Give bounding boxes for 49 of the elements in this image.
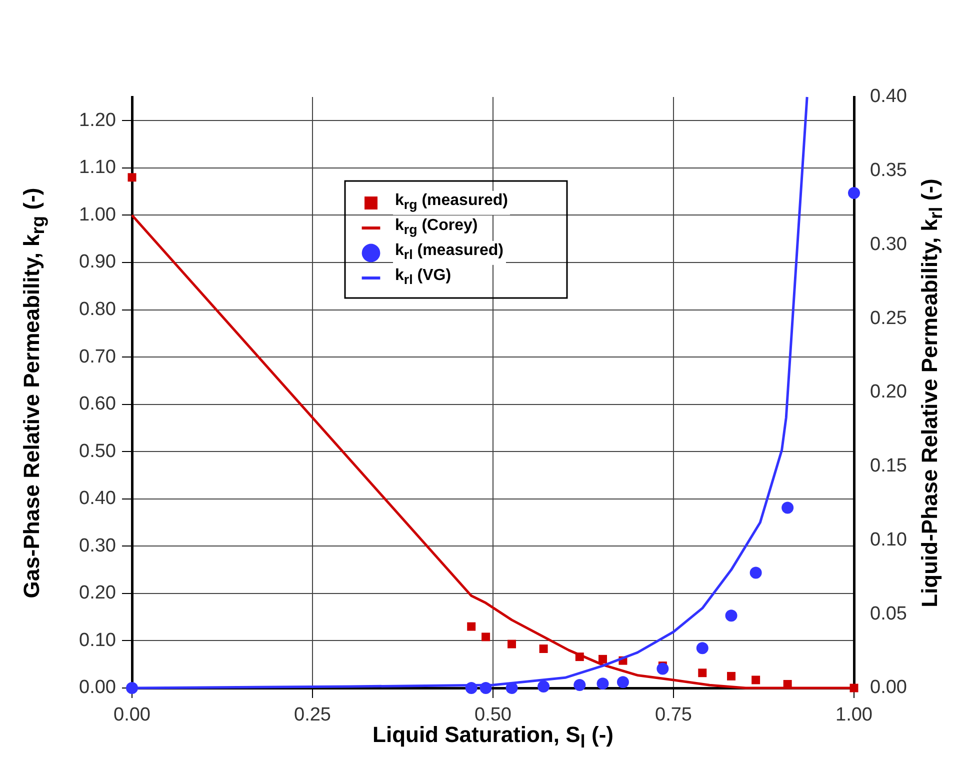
legend-label: k$_{rl}$ (VG) bbox=[393, 266, 454, 290]
point bbox=[538, 680, 550, 693]
y-tick-label: 0.30 bbox=[79, 535, 116, 556]
y2-tick-label: 0.40 bbox=[870, 86, 907, 108]
point bbox=[750, 566, 762, 579]
legend-label: k$_{rl}$ (measured) bbox=[393, 240, 506, 266]
point bbox=[656, 662, 669, 675]
y-tick-label: 1.20 bbox=[79, 110, 116, 131]
point bbox=[727, 672, 736, 680]
y2-tick-label: 0.25 bbox=[870, 308, 907, 329]
point bbox=[467, 622, 476, 631]
y-tick-label: 0.20 bbox=[79, 582, 116, 604]
point bbox=[725, 610, 738, 622]
y-tick-label: 0.10 bbox=[79, 630, 116, 651]
x-tick-label: 0.00 bbox=[114, 704, 150, 726]
y-tick-label: 0.40 bbox=[79, 488, 116, 510]
point bbox=[782, 502, 794, 514]
legend-label: k$_{rg}$ (measured) bbox=[393, 190, 510, 216]
y2-tick-label: 0.20 bbox=[870, 382, 907, 403]
y2-tick-label: 0.00 bbox=[870, 677, 907, 698]
y2-tick-label: 0.30 bbox=[870, 234, 907, 255]
x-tick-label: 1.00 bbox=[836, 704, 872, 726]
point bbox=[696, 642, 708, 654]
point bbox=[508, 640, 516, 648]
point bbox=[574, 679, 586, 692]
y2-tick-label: 0.35 bbox=[870, 160, 907, 182]
point bbox=[596, 678, 609, 690]
legend-label: k$_{rg}$ (Corey) bbox=[393, 216, 480, 240]
y-tick-label: 0.60 bbox=[79, 394, 116, 415]
y2-tick-label: 0.10 bbox=[870, 529, 907, 550]
y-tick-label: 0.80 bbox=[79, 298, 116, 320]
y-tick-label: 0.90 bbox=[79, 252, 116, 273]
y-tick-label: 1.10 bbox=[79, 157, 116, 178]
point bbox=[698, 668, 707, 678]
point bbox=[848, 187, 860, 200]
y-tick-label: 1.00 bbox=[79, 204, 116, 226]
y-tick-label: 0.70 bbox=[79, 346, 116, 368]
point bbox=[482, 632, 490, 642]
y-tick-label: 0.50 bbox=[79, 440, 116, 462]
y2-tick-label: 0.05 bbox=[870, 603, 907, 624]
y2-tick-label: 0.15 bbox=[870, 456, 907, 477]
point bbox=[616, 676, 629, 688]
x-tick-label: 0.25 bbox=[294, 704, 331, 726]
x-tick-label: 0.75 bbox=[655, 704, 692, 726]
point bbox=[752, 676, 760, 684]
point bbox=[128, 173, 136, 182]
y-tick-label: 0.00 bbox=[79, 677, 116, 698]
point bbox=[539, 644, 548, 653]
point bbox=[598, 654, 607, 664]
